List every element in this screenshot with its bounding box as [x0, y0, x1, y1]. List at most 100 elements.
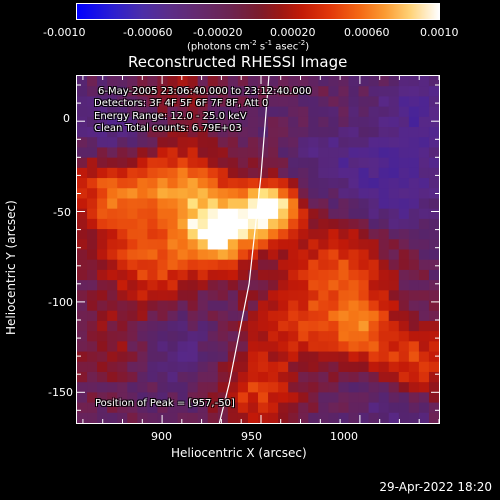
heatmap-cell	[187, 127, 199, 138]
heatmap-cell	[77, 167, 88, 179]
heatmap-cell	[268, 402, 279, 414]
heatmap-cell	[338, 208, 350, 220]
heatmap-cell	[77, 351, 88, 363]
heatmap-cell	[127, 198, 138, 210]
heatmap-cell	[318, 269, 329, 281]
heatmap-cell	[328, 178, 340, 189]
heatmap-cell	[187, 331, 199, 342]
heatmap-cell	[137, 320, 148, 332]
heatmap-cell	[428, 371, 439, 383]
heatmap-cell	[207, 198, 219, 210]
heatmap-cell	[237, 371, 249, 383]
heatmap-cell	[348, 269, 360, 281]
heatmap-cell	[338, 76, 350, 87]
heatmap-cell	[318, 127, 329, 138]
heatmap-cell	[328, 382, 340, 393]
heatmap-cell	[398, 86, 410, 98]
heatmap-cell	[217, 167, 229, 179]
heatmap-cell	[308, 127, 319, 138]
heatmap-cell	[278, 341, 289, 353]
heatmap-cell	[157, 106, 169, 118]
heatmap-cell	[398, 382, 410, 393]
plot-area: 6-May-2005 23:06:40.000 to 23:12:40.000 …	[76, 75, 440, 424]
heatmap-cell	[328, 198, 340, 210]
heatmap-cell	[388, 249, 400, 261]
heatmap-cell	[358, 290, 370, 302]
heatmap-cell	[358, 382, 370, 393]
heatmap-cell	[127, 137, 138, 149]
heatmap-cell	[348, 412, 360, 423]
heatmap-cell	[137, 382, 148, 393]
heatmap-cell	[328, 300, 340, 312]
heatmap-cell	[97, 249, 108, 261]
heatmap-cell	[358, 392, 370, 404]
heatmap-cell	[87, 351, 98, 363]
heatmap-cell	[298, 259, 309, 271]
heatmap-cell	[298, 198, 309, 210]
heatmap-cell	[288, 331, 299, 342]
heatmap-cell	[217, 249, 229, 261]
heatmap-cell	[348, 310, 360, 322]
heatmap-cell	[137, 147, 148, 159]
heatmap-cell	[278, 96, 289, 108]
heatmap-cell	[398, 147, 410, 159]
heatmap-cell	[117, 76, 128, 87]
heatmap-cell	[378, 208, 390, 220]
heatmap-cell	[197, 371, 209, 383]
heatmap-cell	[288, 361, 299, 373]
heatmap-cell	[318, 116, 329, 128]
heatmap-cell	[318, 229, 329, 240]
info-detectors: Detectors: 3F 4F 5F 6F 7F 8F, Att 0	[94, 98, 269, 109]
heatmap-cell	[167, 259, 179, 271]
heatmap-cell	[117, 331, 128, 342]
heatmap-cell	[167, 86, 179, 98]
heatmap-cell	[247, 402, 259, 414]
heatmap-cell	[388, 218, 400, 230]
heatmap-cell	[398, 198, 410, 210]
heatmap-cell	[227, 147, 239, 159]
heatmap-cell	[278, 86, 289, 98]
heatmap-cell	[87, 341, 98, 353]
heatmap-cell	[258, 208, 269, 220]
heatmap-cell	[97, 116, 108, 128]
heatmap-cell	[147, 290, 159, 302]
heatmap-cell	[288, 341, 299, 353]
heatmap-cell	[298, 178, 309, 189]
heatmap-cell	[177, 382, 189, 393]
heatmap-cell	[107, 239, 118, 251]
heatmap-cell	[97, 320, 108, 332]
heatmap-cell	[338, 290, 350, 302]
heatmap-cell	[358, 249, 370, 261]
heatmap-cell	[177, 218, 189, 230]
heatmap-cell	[358, 341, 370, 353]
colorbar-tick-label: -0.00020	[193, 26, 243, 39]
heatmap-cell	[207, 167, 219, 179]
heatmap-cell	[388, 229, 400, 240]
heatmap-cell	[87, 116, 98, 128]
heatmap-cell	[388, 106, 400, 118]
heatmap-cell	[258, 412, 269, 423]
heatmap-cell	[247, 290, 259, 302]
heatmap-cell	[378, 269, 390, 281]
heatmap-cell	[217, 341, 229, 353]
heatmap-cell	[428, 382, 439, 393]
heatmap-cell	[378, 137, 390, 149]
heatmap-cell	[217, 382, 229, 393]
heatmap-cell	[197, 198, 209, 210]
heatmap-cell	[207, 382, 219, 393]
heatmap-cell	[388, 351, 400, 363]
heatmap-cell	[298, 280, 309, 291]
heatmap-cell	[197, 290, 209, 302]
heatmap-cell	[107, 96, 118, 108]
heatmap-cell	[147, 371, 159, 383]
heatmap-cell	[227, 310, 239, 322]
heatmap-cell	[378, 167, 390, 179]
heatmap-cell	[167, 127, 179, 138]
heatmap-cell	[167, 361, 179, 373]
heatmap-cell	[147, 86, 159, 98]
heatmap-cell	[97, 412, 108, 423]
heatmap-cell	[217, 351, 229, 363]
heatmap-cell	[127, 188, 138, 200]
heatmap-cell	[408, 382, 420, 393]
heatmap-cell	[298, 157, 309, 169]
